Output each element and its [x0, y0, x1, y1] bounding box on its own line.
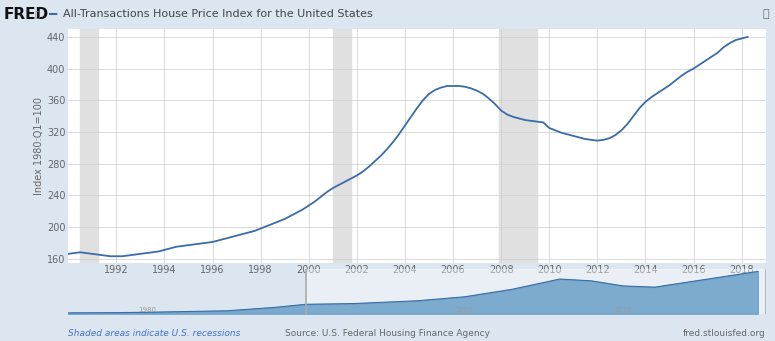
- Text: fred.stlouisfed.org: fred.stlouisfed.org: [683, 329, 766, 338]
- Bar: [499, 29, 537, 263]
- Text: FRED: FRED: [4, 7, 49, 22]
- Text: 2000: 2000: [456, 307, 474, 313]
- Text: 2010: 2010: [614, 307, 632, 313]
- Text: ⛶: ⛶: [763, 10, 770, 19]
- Text: All-Transactions House Price Index for the United States: All-Transactions House Price Index for t…: [63, 10, 373, 19]
- Text: 1980: 1980: [139, 307, 157, 313]
- Text: 📈: 📈: [34, 10, 39, 19]
- Text: Source: U.S. Federal Housing Finance Agency: Source: U.S. Federal Housing Finance Age…: [285, 329, 490, 338]
- Bar: [306, 269, 766, 314]
- Bar: [81, 29, 98, 263]
- Y-axis label: Index 1980:Q1=100: Index 1980:Q1=100: [34, 97, 44, 195]
- Text: Shaded areas indicate U.S. recessions: Shaded areas indicate U.S. recessions: [68, 329, 240, 338]
- Bar: [332, 29, 351, 263]
